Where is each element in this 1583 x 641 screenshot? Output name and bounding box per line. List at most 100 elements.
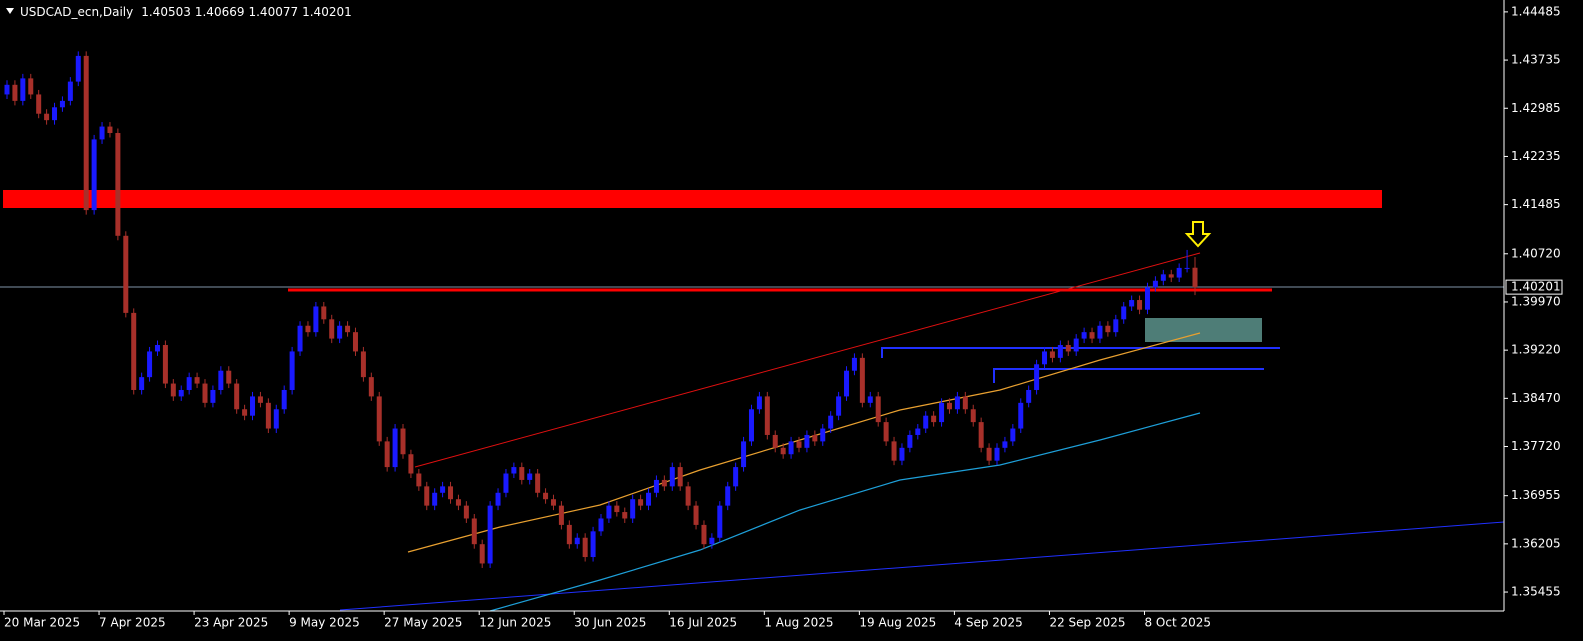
x-tick-label: 12 Jun 2025 <box>479 616 551 630</box>
x-tick-label: 23 Apr 2025 <box>194 616 268 630</box>
candle-body <box>4 84 10 95</box>
candle-body <box>780 447 786 455</box>
candle-body <box>432 492 438 506</box>
candle-body <box>519 467 525 480</box>
y-tick-label: 1.39220 <box>1511 343 1561 357</box>
candle-body <box>392 428 398 468</box>
candle-body <box>772 434 778 448</box>
candle-body <box>899 447 905 461</box>
candle-body <box>218 370 224 390</box>
candle-body <box>653 479 659 493</box>
candle-body <box>147 351 153 378</box>
candle-body <box>503 473 509 493</box>
candle-body <box>883 422 889 442</box>
candle-body <box>20 78 26 101</box>
axes: 1.44485 1.43735 1.42985 1.42235 1.41485 1.407… <box>3 4 1563 630</box>
candle-body <box>986 447 992 461</box>
candle-body <box>265 402 271 429</box>
candle-body <box>638 499 644 506</box>
candle-body <box>582 537 588 558</box>
trend-line <box>339 521 1505 611</box>
y-tick-label: 1.44485 <box>1511 4 1561 18</box>
candles <box>4 51 1198 568</box>
candle-body <box>828 415 834 429</box>
candle-body <box>289 351 295 390</box>
candle-body <box>487 505 493 564</box>
candle-body <box>59 100 65 108</box>
low-value: 1.40077 <box>248 5 298 19</box>
candle-body <box>1144 287 1150 310</box>
x-tick-label: 7 Apr 2025 <box>99 616 166 630</box>
x-tick-label: 20 Mar 2025 <box>4 616 80 630</box>
y-tick-label: 1.36955 <box>1511 488 1561 502</box>
y-tick-label: 1.42985 <box>1511 101 1561 115</box>
candle-body <box>1176 267 1182 278</box>
candle-body <box>36 94 42 114</box>
candle-body <box>693 505 699 525</box>
candle-body <box>352 332 358 352</box>
candle-body <box>170 383 176 397</box>
candle-body <box>756 396 762 410</box>
header: USDCAD_ecn,Daily 1.40503 1.40669 1.40077 1.4… <box>20 5 352 19</box>
candle-body <box>1137 300 1143 310</box>
candle-body <box>162 345 168 384</box>
moving-average-slow <box>489 412 1201 612</box>
candle-body <box>1089 332 1095 339</box>
candle-body <box>1065 345 1071 352</box>
candle-body <box>400 428 406 455</box>
candle-body <box>931 415 937 423</box>
candle-body <box>416 473 422 487</box>
candle-body <box>257 396 263 403</box>
candle-body <box>368 377 374 397</box>
candle-body <box>954 396 960 410</box>
candle-body <box>867 396 873 403</box>
candle-body <box>75 55 81 82</box>
candle-body <box>1049 351 1055 358</box>
open-value: 1.40503 <box>141 5 191 19</box>
x-tick-label: 8 Oct 2025 <box>1144 616 1211 630</box>
candle-body <box>313 306 319 333</box>
candle-body <box>99 126 105 140</box>
x-tick-label: 9 May 2025 <box>289 616 360 630</box>
candle-body <box>851 357 857 371</box>
price-label: 1.40201 <box>1511 280 1561 294</box>
candle-body <box>210 389 216 403</box>
candle-body <box>471 518 477 545</box>
candle-body <box>1160 274 1166 281</box>
candle-body <box>844 370 850 397</box>
candle-body <box>67 81 73 101</box>
candle-body <box>946 402 952 410</box>
candle-body <box>91 139 97 211</box>
candle-body <box>234 383 240 410</box>
candle-body <box>226 370 232 384</box>
candle-body <box>305 325 311 333</box>
candle-body <box>836 396 842 416</box>
x-tick-label: 27 May 2025 <box>384 616 462 630</box>
candle-body <box>701 524 707 545</box>
y-tick-label: 1.38470 <box>1511 391 1561 405</box>
candle-body <box>907 434 913 448</box>
candle-body <box>1026 389 1032 403</box>
y-tick-label: 1.43735 <box>1511 53 1561 67</box>
y-tick-label: 1.37720 <box>1511 439 1561 453</box>
candle-body <box>796 441 802 448</box>
candle-body <box>1152 280 1158 288</box>
candle-body <box>448 486 454 500</box>
candle-body <box>915 428 921 435</box>
candle-body <box>978 422 984 448</box>
candle-body <box>250 396 256 416</box>
y-tick-label: 1.42235 <box>1511 149 1561 163</box>
resistance-zone <box>3 190 1382 208</box>
y-tick-label: 1.40720 <box>1511 246 1561 260</box>
candle-body <box>543 492 549 500</box>
candle-body <box>329 319 335 339</box>
menu-triangle <box>6 8 14 14</box>
candle-body <box>994 447 1000 461</box>
candle-body <box>83 55 89 211</box>
candle-body <box>1081 332 1087 339</box>
candle-body <box>535 473 541 493</box>
candle-body <box>424 486 430 506</box>
y-tick-label: 1.36205 <box>1511 536 1561 550</box>
candle-body <box>194 377 200 384</box>
candle-body <box>186 377 192 390</box>
